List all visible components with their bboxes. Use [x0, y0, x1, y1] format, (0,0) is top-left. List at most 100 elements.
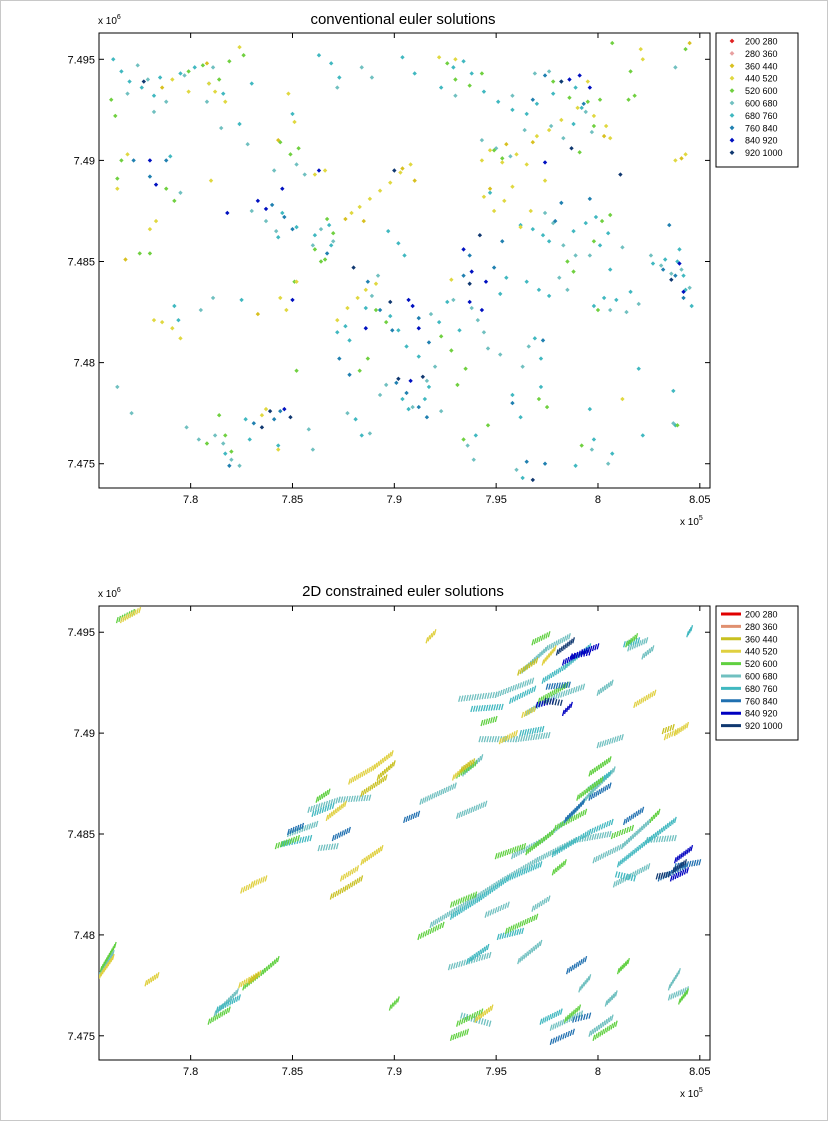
- data-point: [119, 69, 124, 74]
- legend-label: 280 360: [745, 49, 778, 59]
- data-stroke: [468, 760, 472, 768]
- data-stroke: [390, 750, 394, 757]
- data-stroke: [521, 711, 525, 719]
- data-stroke: [487, 910, 490, 917]
- data-stroke: [539, 861, 543, 868]
- data-stroke: [294, 825, 297, 833]
- data-point: [467, 281, 472, 286]
- data-point: [520, 475, 525, 481]
- data-stroke: [492, 691, 495, 699]
- data-stroke: [530, 660, 534, 667]
- data-stroke: [468, 956, 472, 963]
- data-stroke: [604, 773, 608, 780]
- data-stroke: [360, 875, 364, 882]
- data-point: [312, 233, 318, 238]
- data-stroke: [535, 657, 539, 664]
- data-stroke: [564, 689, 568, 696]
- data-stroke: [554, 1036, 558, 1043]
- data-stroke: [440, 788, 443, 796]
- data-point: [662, 257, 668, 262]
- data-stroke: [618, 734, 622, 742]
- data-stroke: [563, 707, 567, 715]
- data-point: [546, 293, 552, 299]
- data-stroke: [599, 853, 603, 860]
- data-point: [677, 247, 682, 252]
- data-point: [667, 222, 672, 228]
- data-stroke: [599, 1030, 603, 1037]
- data-stroke: [563, 859, 567, 866]
- data-stroke: [586, 786, 590, 794]
- data-point: [524, 459, 529, 464]
- data-stroke: [317, 795, 321, 802]
- data-stroke: [518, 849, 521, 856]
- chart-panel-conventional: conventional euler solutions x 106 x 105…: [67, 11, 799, 528]
- data-stroke: [533, 637, 537, 645]
- data-stroke: [629, 851, 632, 858]
- data-stroke: [99, 966, 103, 973]
- data-stroke: [417, 810, 421, 817]
- data-stroke: [370, 852, 374, 859]
- data-stroke: [566, 1016, 570, 1024]
- data-point: [530, 226, 536, 232]
- data-stroke: [494, 715, 498, 723]
- data-stroke: [348, 778, 351, 785]
- data-stroke: [539, 838, 543, 845]
- data-point: [135, 63, 140, 68]
- data-stroke: [252, 975, 256, 982]
- data-stroke: [597, 854, 601, 862]
- data-stroke: [207, 1018, 211, 1025]
- data-stroke: [548, 673, 552, 680]
- data-stroke: [472, 758, 476, 765]
- x-tick-label: 8: [595, 494, 601, 506]
- data-stroke: [614, 990, 618, 997]
- data-point: [591, 113, 597, 119]
- data-stroke: [635, 633, 639, 640]
- data-stroke: [623, 818, 626, 826]
- data-stroke: [487, 889, 491, 896]
- data-stroke: [483, 1019, 487, 1026]
- data-stroke: [520, 735, 523, 742]
- data-stroke: [463, 1016, 467, 1024]
- y-tick-label: 7.495: [67, 627, 95, 639]
- data-stroke: [351, 868, 355, 875]
- data-stroke: [658, 872, 661, 880]
- data-stroke: [603, 1027, 607, 1034]
- data-stroke: [691, 860, 694, 867]
- data-stroke: [525, 951, 529, 958]
- data-stroke: [517, 669, 520, 676]
- data-stroke: [673, 816, 677, 824]
- data-point: [276, 137, 281, 143]
- data-stroke: [600, 686, 604, 694]
- data-stroke: [144, 980, 148, 987]
- data-stroke: [678, 998, 681, 1005]
- data-stroke: [651, 814, 655, 822]
- legend-label: 600 680: [745, 672, 778, 682]
- data-stroke: [498, 738, 502, 745]
- data-point: [510, 392, 515, 398]
- y-tick-label: 7.485: [67, 257, 95, 269]
- data-stroke: [670, 979, 674, 986]
- data-stroke: [537, 862, 541, 869]
- data-stroke: [530, 915, 534, 923]
- data-stroke: [567, 817, 571, 824]
- data-stroke: [671, 867, 675, 874]
- data-stroke: [235, 995, 239, 1002]
- data-point: [326, 222, 332, 228]
- data-point: [359, 65, 364, 70]
- data-point: [605, 231, 611, 236]
- data-stroke: [109, 948, 113, 955]
- data-stroke: [565, 634, 569, 641]
- data-stroke: [528, 661, 532, 669]
- data-stroke: [528, 678, 532, 685]
- data-stroke: [119, 616, 123, 624]
- data-stroke: [568, 681, 571, 688]
- data-point: [363, 326, 369, 331]
- data-stroke: [556, 823, 559, 830]
- data-stroke: [474, 898, 477, 905]
- data-stroke: [670, 993, 673, 1000]
- data-point: [471, 457, 476, 462]
- data-stroke: [467, 894, 470, 901]
- data-point: [286, 91, 291, 96]
- data-point: [626, 97, 631, 102]
- data-stroke: [560, 845, 564, 852]
